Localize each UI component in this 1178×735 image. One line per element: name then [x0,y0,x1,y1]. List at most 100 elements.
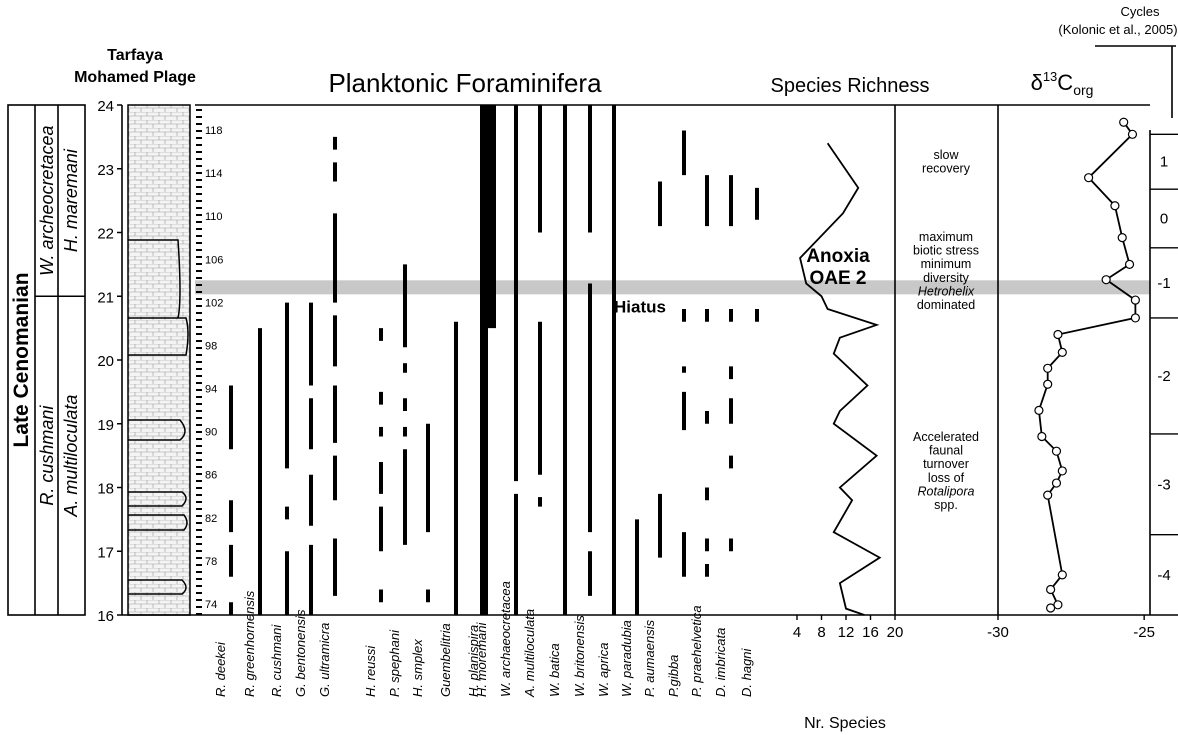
range-bar [229,500,233,532]
data-point [1044,380,1052,388]
interpretation-text: faunal [929,444,963,458]
data-point [1128,130,1136,138]
zone-label: H. maremani [61,148,81,252]
range-bar [658,494,662,558]
species-label: R. greenhornensis [242,590,257,697]
range-bar [403,264,407,347]
y-tick-label: 22 [97,226,114,243]
interpretation-text: spp. [934,498,958,512]
range-bar [379,392,383,405]
range-bar [705,488,709,501]
panel-title: Species Richness [771,75,930,97]
cycle-label: -3 [1157,476,1170,493]
range-bar [229,386,233,450]
x-tick-label: -25 [1133,624,1155,641]
range-bar [333,539,337,596]
range-bar [258,328,262,615]
species-label: W. aprica [596,643,611,697]
range-bar [285,303,289,469]
data-point [1131,296,1139,304]
data-point [1035,406,1043,414]
species-label: A. multiloculata [522,609,537,698]
zone-label: A. multiloculata [61,395,81,518]
interpretation-text: maximum [919,230,973,244]
sample-number: 78 [205,556,217,568]
title-part: org [1073,82,1093,98]
data-point [1111,202,1119,210]
range-bar [538,322,542,475]
x-tick-label: -30 [987,624,1009,641]
species-label: D. hagni [739,647,754,697]
range-bar [309,545,313,615]
interpretation-text: slow [933,148,959,162]
range-bar [403,449,407,545]
data-point [1052,479,1060,487]
data-point [1047,586,1055,594]
sample-number: 118 [205,125,223,137]
range-bar [333,213,337,302]
x-tick-label: 20 [887,624,904,641]
sample-number: 86 [205,470,217,482]
interpretation-text: dominated [917,298,975,312]
sample-number: 106 [205,254,223,266]
species-label: R. deekei [213,641,228,697]
hiatus-label: Hiatus [614,297,666,316]
annotation: OAE 2 [809,268,866,289]
range-bar [480,105,488,615]
panel-title: Planktonic Foraminifera [328,68,602,98]
range-bar [705,564,709,577]
stage-label: Late Cenomanian [10,272,33,447]
range-bar [682,392,686,430]
range-bar [682,366,686,372]
y-tick-label: 19 [97,417,114,434]
range-bar [755,188,759,220]
data-point [1054,331,1062,339]
data-point [1102,276,1110,284]
cycle-label: -2 [1157,368,1170,385]
interpretation-text: Rotalipora [918,484,975,498]
cycle-label: 0 [1160,210,1168,227]
range-bar [729,456,733,469]
species-label: W. archaeocretacea [498,581,513,697]
y-tick-label: 23 [97,162,114,179]
sample-number: 90 [205,427,217,439]
range-bar [635,519,639,615]
range-bar [705,411,709,424]
panel-title: δ13Corg [1031,69,1094,98]
range-bar [514,105,518,481]
y-tick-label: 17 [97,544,114,561]
range-bar [229,602,233,615]
range-bar [333,386,337,443]
x-tick-label: 12 [838,624,855,641]
title-part: C [1057,70,1073,95]
species-label: G. ultramicra [317,623,332,697]
species-label: P.gibba [666,655,681,697]
data-point [1126,260,1134,268]
data-point [1118,234,1126,242]
cycles-bracket [1095,46,1176,118]
x-tick-label: 4 [793,624,801,641]
interpretation-text: turnover [923,457,969,471]
species-label: H. moremani [474,621,489,697]
range-bar [403,427,407,437]
range-bar [309,303,313,386]
locality: Tarfaya [107,47,163,64]
range-bar [682,532,686,577]
range-bar [588,284,592,533]
range-bar [333,456,337,501]
range-bar [379,427,383,437]
y-tick-label: 24 [97,98,114,115]
range-bar [379,590,383,603]
range-bar [612,105,616,615]
data-point [1058,467,1066,475]
data-point [1120,118,1128,126]
range-bar [426,590,430,603]
y-tick-label: 20 [97,353,114,370]
cycles-title: Cycles [1120,4,1160,19]
range-bar [729,366,733,379]
species-label: D. imbricata [713,628,728,697]
cycle-label: 1 [1160,154,1168,171]
range-bar [658,182,662,227]
range-bar [285,507,289,520]
range-bar [538,105,542,233]
